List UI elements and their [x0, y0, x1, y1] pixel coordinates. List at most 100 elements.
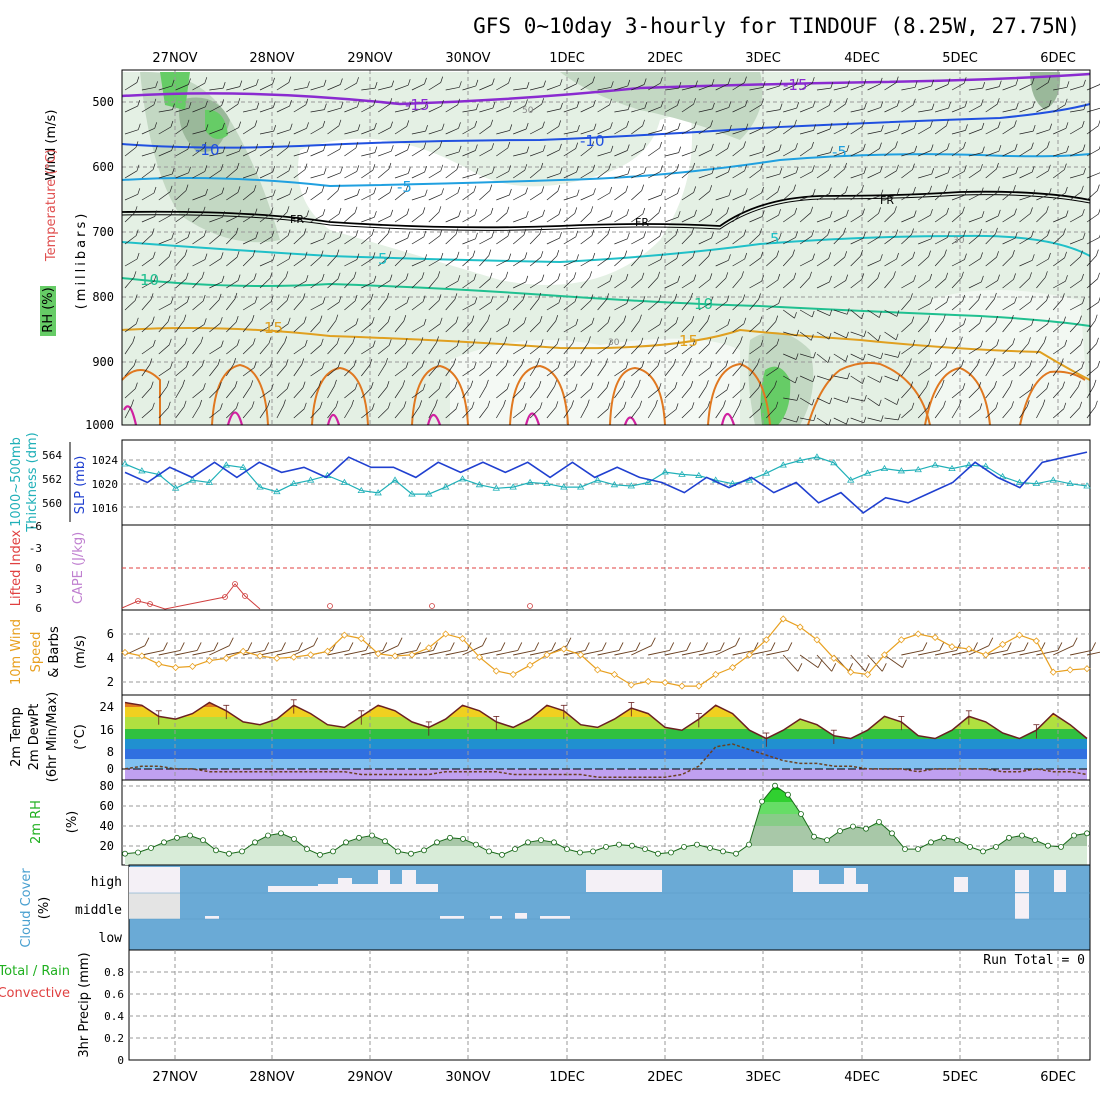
upper-barb — [546, 386, 555, 399]
upper-barb-feather — [1029, 360, 1033, 367]
upper-barb — [344, 405, 352, 419]
y-tick: 6 — [107, 627, 114, 641]
upper-barb — [934, 278, 946, 289]
upper-barb-feather — [284, 336, 288, 343]
upper-barb — [867, 148, 880, 157]
upper-barb-feather — [1096, 249, 1099, 256]
surface-barb — [968, 645, 989, 656]
wind-speed-point — [661, 679, 669, 687]
upper-barb-feather — [286, 382, 290, 389]
upper-barb-feather — [288, 76, 292, 83]
upper-barb-feather — [267, 400, 271, 407]
upper-barb — [226, 363, 234, 377]
surface-barb-feather — [1072, 637, 1078, 646]
wind-speed-point — [155, 660, 163, 668]
upper-barb — [411, 236, 425, 245]
upper-barb-feather — [776, 250, 780, 257]
lifted-index-marker — [327, 603, 333, 609]
upper-barb — [1086, 320, 1096, 333]
upper-barb — [597, 234, 609, 245]
rh2m-point — [746, 841, 752, 848]
upper-barb — [563, 213, 576, 223]
upper-barb-feather — [420, 337, 424, 344]
upper-barb — [1086, 366, 1098, 377]
upper-barb — [546, 237, 560, 245]
upper-barb-feather — [489, 272, 493, 279]
surface-barb-feather — [686, 642, 692, 651]
upper-barb-feather — [306, 210, 310, 217]
thickness-point — [948, 464, 956, 472]
wind-speed-point — [813, 636, 821, 644]
upper-barb — [175, 172, 189, 179]
upper-barb — [377, 363, 386, 377]
min-max-bars — [155, 699, 1040, 747]
surface-barb — [175, 649, 198, 656]
rh2m-point — [590, 848, 596, 855]
upper-barb — [529, 386, 540, 399]
upper-barb-feather — [760, 339, 764, 347]
upper-barb — [698, 173, 713, 179]
upper-barb-feather — [155, 81, 158, 88]
upper-barb — [1052, 234, 1064, 245]
upper-barb-feather — [778, 120, 781, 128]
upper-barb-feather — [521, 358, 525, 366]
upper-barb-feather — [199, 399, 203, 407]
upper-barb-feather — [610, 81, 614, 88]
upper-barb-feather — [219, 228, 223, 236]
y-tick: 700 — [92, 225, 114, 239]
upper-barb-feather — [998, 80, 1002, 87]
upper-barb-feather — [440, 76, 444, 83]
surface-barb — [935, 649, 957, 656]
upper-barb — [715, 236, 728, 245]
upper-barb — [1036, 405, 1044, 419]
upper-barb-feather — [1082, 144, 1086, 151]
upper-barb-feather — [609, 98, 612, 105]
upper-barb — [1069, 150, 1084, 157]
wind-speed-point — [1032, 637, 1040, 645]
upper-barb — [209, 87, 224, 91]
upper-barb-feather — [796, 329, 800, 337]
upper-barb — [209, 152, 224, 157]
upper-barb — [378, 215, 391, 223]
upper-barb-feather — [289, 99, 292, 107]
upper-barb-feather — [963, 165, 967, 172]
upper-barb-feather — [943, 400, 946, 407]
upper-barb — [901, 345, 914, 355]
upper-barb-feather — [270, 383, 274, 390]
upper-barb-feather — [219, 317, 223, 324]
upper-barb — [563, 259, 577, 267]
thickness-point — [560, 483, 568, 490]
upper-barb-feather — [558, 208, 562, 215]
upper-barb — [546, 344, 558, 355]
upper-barb-feather — [153, 275, 157, 282]
upper-barb — [664, 128, 679, 135]
upper-barb — [158, 407, 169, 419]
thickness-point — [492, 484, 501, 491]
upper-barb — [715, 171, 729, 179]
upper-barb — [799, 331, 812, 341]
upper-barb — [259, 195, 274, 201]
upper-barb — [749, 257, 762, 267]
upper-barb — [1086, 190, 1098, 201]
upper-barb — [1086, 278, 1098, 289]
upper-barb-feather — [385, 357, 388, 365]
upper-barb — [192, 106, 206, 113]
upper-barb — [1019, 171, 1033, 179]
cloud-gap — [515, 913, 527, 919]
upper-barb-feather — [845, 121, 849, 128]
upper-barb-feather — [488, 337, 492, 344]
upper-barb-feather — [254, 208, 258, 215]
upper-barb-feather — [762, 81, 766, 88]
surface-barb — [799, 654, 819, 668]
upper-barb-feather — [591, 229, 595, 236]
thickness-point — [188, 476, 197, 483]
upper-barb-feather — [490, 119, 494, 126]
upper-barb — [917, 407, 929, 419]
upper-barb — [715, 343, 725, 355]
surface-barb-feather — [787, 642, 793, 651]
upper-barb-feather — [306, 122, 309, 129]
surface-barb-feather — [264, 642, 270, 651]
upper-barb-feather — [659, 230, 663, 237]
upper-barb-feather — [459, 81, 462, 88]
upper-barb-feather — [738, 399, 742, 406]
